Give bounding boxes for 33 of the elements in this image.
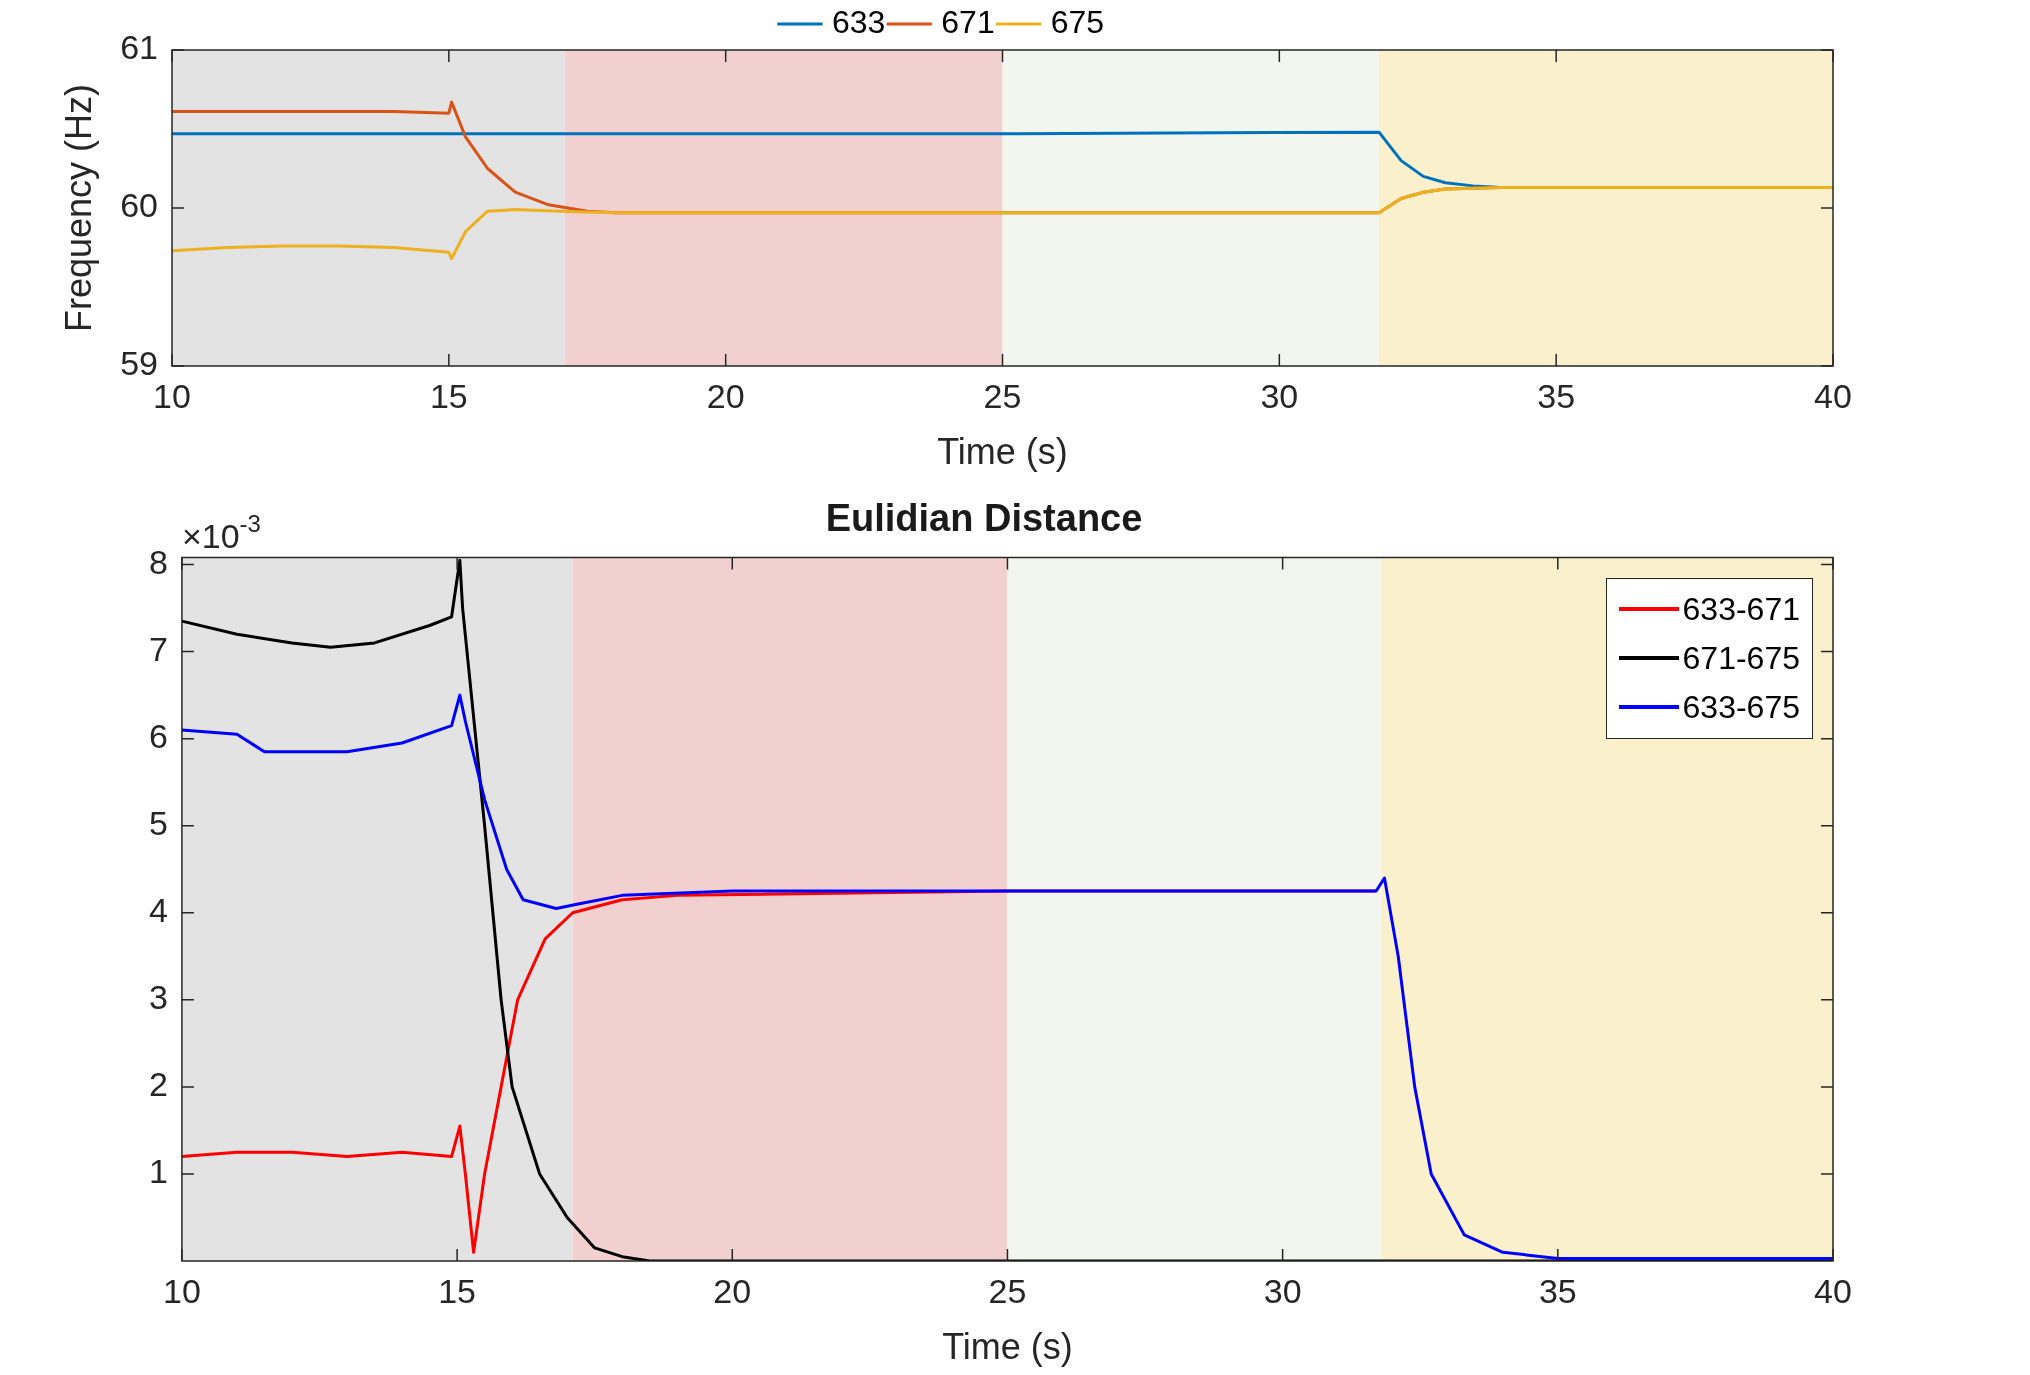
- x-tick-label: 40: [1814, 376, 1852, 415]
- y-axis-title: Frequency (Hz): [57, 83, 99, 333]
- y-tick-label: 7: [148, 629, 168, 668]
- y-tick-label: 60: [120, 186, 159, 225]
- chart-title: Eulidian Distance: [825, 497, 1143, 540]
- y-tick-label: 8: [148, 542, 168, 581]
- y-tick-label: 1: [148, 1152, 168, 1191]
- x-axis-title: Time (s): [942, 1326, 1073, 1368]
- y-tick-label: 61: [120, 28, 159, 67]
- legend-label: 671-675: [1682, 639, 1800, 677]
- x-tick-label: 35: [1537, 376, 1576, 415]
- x-tick-label: 10: [163, 1271, 201, 1310]
- x-tick-label: 25: [988, 1271, 1027, 1310]
- x-tick-label: 35: [1538, 1271, 1577, 1310]
- y-tick-label: 6: [148, 717, 168, 756]
- y-tick-label: 3: [148, 978, 168, 1017]
- x-tick-label: 40: [1814, 1271, 1852, 1310]
- y-tick-label: 4: [148, 891, 168, 930]
- legend-label: 675: [1050, 3, 1105, 40]
- x-tick-label: 30: [1263, 1271, 1302, 1310]
- x-tick-label: 20: [706, 376, 745, 415]
- x-tick-label: 25: [983, 376, 1022, 415]
- x-tick-label: 15: [429, 376, 468, 415]
- legend-label: 633: [831, 3, 886, 40]
- y-tick-label: 2: [148, 1065, 168, 1104]
- legend-label: 671: [941, 3, 995, 40]
- legend-label: 633-671: [1682, 590, 1800, 628]
- legend-label: 633-675: [1682, 688, 1800, 726]
- x-axis-title: Time (s): [937, 431, 1068, 473]
- y-tick-label: 5: [148, 804, 168, 843]
- x-tick-label: 30: [1260, 376, 1299, 415]
- x-tick-label: 20: [713, 1271, 752, 1310]
- x-tick-label: 15: [438, 1271, 477, 1310]
